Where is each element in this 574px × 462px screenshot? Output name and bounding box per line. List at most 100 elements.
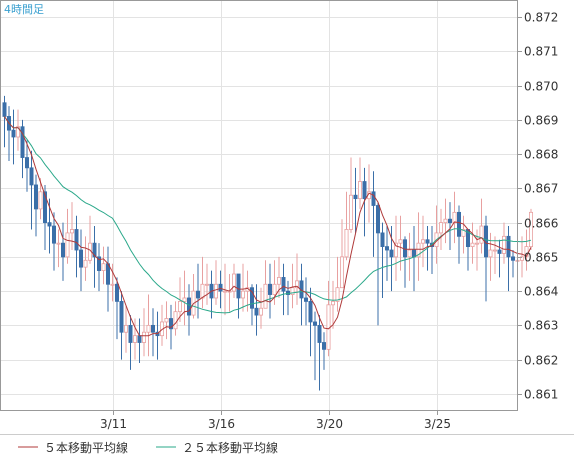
candle <box>83 236 88 281</box>
candle-body <box>47 222 52 227</box>
candle <box>79 229 84 292</box>
candle <box>110 263 115 302</box>
candle-body <box>92 242 97 258</box>
candle-body <box>38 191 43 210</box>
candle <box>429 226 434 274</box>
candle-body <box>124 324 129 333</box>
candle <box>70 202 75 251</box>
candle-body <box>146 324 151 333</box>
y-tick-label: 0.868 <box>524 148 558 162</box>
candle-body <box>371 191 376 206</box>
candle <box>312 311 317 381</box>
candle <box>330 280 335 329</box>
candle-body <box>524 246 529 258</box>
candle <box>254 284 259 336</box>
candle-body <box>182 297 187 302</box>
candle <box>506 226 511 292</box>
candle-body <box>236 273 241 299</box>
candle-body <box>164 318 169 323</box>
candle <box>155 311 160 360</box>
candle-body <box>479 225 484 244</box>
candle <box>213 260 218 305</box>
candle-body <box>20 126 25 158</box>
x-tick-label: 3/25 <box>424 417 451 431</box>
ma5-line <box>4 116 532 337</box>
candle-body <box>61 242 66 258</box>
candle <box>344 191 349 261</box>
candle-body <box>353 194 358 200</box>
candle-body <box>168 318 173 330</box>
candle-body <box>258 307 263 316</box>
y-tick-label: 0.871 <box>524 45 558 59</box>
candle <box>7 106 12 161</box>
ma25-line <box>4 116 532 314</box>
candle <box>65 208 70 264</box>
candle-body <box>501 235 506 254</box>
candle <box>375 202 380 326</box>
candle <box>492 236 497 274</box>
candle-body <box>195 290 200 299</box>
x-tick-label: 3/16 <box>208 417 235 431</box>
candle-body <box>281 277 286 292</box>
candle <box>276 256 281 298</box>
candle-body <box>290 287 295 295</box>
candle-body <box>70 229 75 234</box>
candle <box>11 109 16 165</box>
candle <box>15 109 20 151</box>
candle-body <box>186 297 191 316</box>
candle <box>411 226 416 292</box>
candle-body <box>303 297 308 302</box>
candle <box>182 270 187 326</box>
candle-body <box>110 283 115 286</box>
candle <box>164 301 169 340</box>
candle <box>115 277 120 340</box>
candle <box>501 222 506 264</box>
candle-body <box>240 290 245 299</box>
chart-title: 4時間足 <box>4 3 44 16</box>
candle <box>339 219 344 289</box>
moving-averages <box>4 116 532 337</box>
candle <box>443 198 448 244</box>
candle <box>249 284 254 326</box>
candle-body <box>461 229 466 237</box>
candle-body <box>15 126 20 138</box>
candle-body <box>173 311 178 330</box>
candle <box>150 308 155 357</box>
candle-body <box>411 249 416 258</box>
candle <box>303 277 308 326</box>
candle-body <box>474 242 479 245</box>
candle <box>52 212 57 271</box>
x-axis: 3/11 3/16 3/20 3/25 <box>100 411 451 431</box>
candle <box>380 222 385 298</box>
candle-body <box>218 283 223 292</box>
candle-body <box>380 232 385 247</box>
grid <box>0 0 518 411</box>
candle-body <box>344 229 349 258</box>
candle <box>74 215 79 278</box>
y-tick-label: 0.866 <box>524 217 558 231</box>
y-axis: 0.861 0.862 0.863 0.864 0.865 0.866 0.867 0.868… <box>518 11 558 402</box>
candle <box>124 304 129 353</box>
candle-body <box>506 235 511 258</box>
candle-body <box>128 324 133 343</box>
candle-body <box>393 242 398 258</box>
candle <box>97 243 102 292</box>
candle-body <box>317 324 322 343</box>
y-tick-label: 0.872 <box>524 11 558 25</box>
candle <box>357 157 362 209</box>
candle <box>294 253 299 305</box>
candle <box>240 263 245 312</box>
candle <box>299 263 304 326</box>
candle-body <box>420 239 425 244</box>
candle-body <box>200 283 205 299</box>
candle <box>231 263 236 298</box>
candle <box>384 226 389 281</box>
candle-body <box>326 304 331 350</box>
candle <box>520 236 525 278</box>
candle-body <box>115 283 120 302</box>
candle <box>371 171 376 257</box>
candle <box>267 263 272 319</box>
candle-body <box>2 102 7 117</box>
candle <box>321 332 326 370</box>
